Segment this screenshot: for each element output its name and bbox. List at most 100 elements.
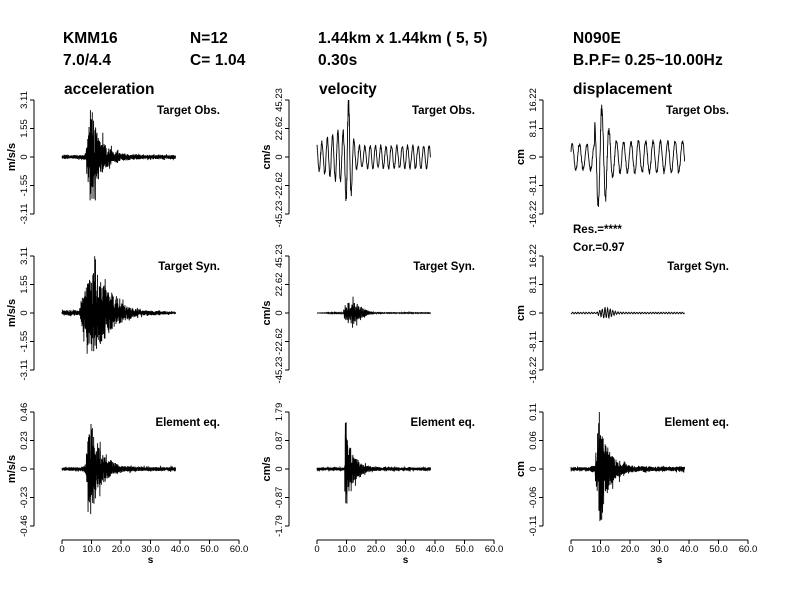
panel-r1-c2-y-tick-label: 45.23	[274, 88, 285, 112]
panel-r1-c1-y-tick-label: 0	[19, 154, 30, 159]
panel-r1-c3-y-label: cm	[515, 149, 527, 165]
panel-r3-c3-y-tick-label: 0	[528, 466, 539, 471]
panel-r3-c1-y-tick-label: -0.23	[19, 487, 30, 509]
panel-r3-c1-label: Element eq.	[155, 417, 220, 429]
panel-r2-c1-y-tick-label: 3.11	[19, 247, 30, 265]
panel-r2-c2-y-label: cm/s	[261, 300, 273, 325]
panel-r2-c2-y-tick-label: 45.23	[274, 244, 285, 268]
panel-r1-c1-label: Target Obs.	[157, 105, 220, 117]
panel-r1-c2-y-label: cm/s	[261, 144, 273, 169]
panel-r3-c2-x-tick-label: 0	[314, 544, 319, 555]
panel-r3-c2-y-label: cm/s	[261, 456, 273, 481]
panel-r1-c3-waveform	[570, 104, 686, 207]
panel-r3-c1-x-tick-label: 40.0	[171, 544, 190, 555]
panel-r3-c2-label: Element eq.	[410, 417, 475, 429]
panel-r3-c3-y-tick-label: -0.06	[528, 487, 539, 509]
panel-r1-c3-y-tick-label: 8.11	[528, 120, 539, 138]
panel-r2-c1-label: Target Syn.	[158, 261, 220, 273]
panel-r3-c3-x-label: s	[657, 555, 663, 566]
panel-r3-c3-label: Element eq.	[664, 417, 729, 429]
panel-r2-c2-waveform	[317, 296, 431, 328]
panel-r1-c2-y-tick-label: -45.23	[274, 201, 285, 228]
panel-r2-c1-y-tick-label: -3.11	[19, 360, 30, 381]
panel-r3-c1-x-tick-label: 10.0	[82, 544, 101, 555]
panel-r1-c1-y-tick-label: 3.11	[19, 91, 30, 109]
panel-r3-c1-x-tick-label: 50.0	[200, 544, 219, 555]
panel-r3-c2-x-tick-label: 50.0	[455, 544, 474, 555]
panel-r2-c2-label: Target Syn.	[413, 261, 475, 273]
panel-r3-c2-x-tick-label: 40.0	[426, 544, 445, 555]
panel-r3-c1-y-tick-label: 0.23	[19, 431, 30, 450]
panel-r3-c2-y-tick-label: 0	[274, 466, 285, 471]
panel-r3-c3-x-tick-label: 60.0	[739, 544, 758, 555]
header-c: C= 1.04	[190, 52, 246, 69]
panel-r1-c3-y-tick-label: 16.22	[528, 88, 539, 112]
panel-r1-c1-y-tick-label: -1.55	[19, 175, 30, 197]
panel-r2-c1-y-tick-label: -1.55	[19, 331, 30, 353]
panel-r3-c1-x-tick-label: 60.0	[230, 544, 249, 555]
panel-r2-c3-y-label: cm	[515, 305, 527, 321]
panel-r1-c3-label: Target Obs.	[666, 105, 729, 117]
panel-r2-c2-y-tick-label: -45.23	[274, 357, 285, 384]
panel-r3-c3-x-tick-label: 0	[568, 544, 573, 555]
panel-r3-c1-x-tick-label: 30.0	[141, 544, 160, 555]
header-magnitudes: 7.0/4.4	[63, 52, 112, 69]
panel-r1-c2-title: velocity	[319, 81, 377, 98]
panel-r2-c1-y-tick-label: 0	[19, 310, 30, 315]
panel-r3-c1-y-tick-label: -0.46	[19, 515, 30, 537]
panel-r3-c2-y-tick-label: 1.79	[274, 403, 285, 422]
panel-r1-c1-y-label: m/s/s	[6, 143, 18, 171]
panel-r2-c3-y-tick-label: -16.22	[528, 357, 539, 384]
panel-r3-c2-y-tick-label: -0.87	[274, 487, 285, 509]
panel-r3-c2-x-tick-label: 10.0	[337, 544, 356, 555]
panel-r1-c2-y-tick-label: 0	[274, 154, 285, 159]
panel-r2-c1-y-tick-label: 1.55	[19, 275, 30, 294]
panel-r1-c1-y-tick-label: 1.55	[19, 119, 30, 138]
panel-r3-c3-y-label: cm	[515, 461, 527, 477]
panel-r2-c3-y-tick-label: 0	[528, 310, 539, 315]
header-rise: 0.30s	[318, 52, 358, 69]
panel-r3-c3-x-tick-label: 10.0	[591, 544, 610, 555]
panel-r3-c2-x-tick-label: 60.0	[485, 544, 504, 555]
panel-r2-c2-y-tick-label: 22.62	[274, 273, 285, 297]
panel-r3-c3-x-tick-label: 20.0	[621, 544, 640, 555]
panel-r2-c2-y-tick-label: 0	[274, 310, 285, 315]
panel-r3-c1-x-tick-label: 20.0	[112, 544, 131, 555]
panel-r3-c2-waveform	[316, 422, 432, 504]
stats-cor: Cor.=0.97	[573, 242, 624, 254]
panel-r3-c1-x-tick-label: 0	[59, 544, 64, 555]
header-bpf: B.P.F= 0.25~10.00Hz	[573, 52, 723, 69]
header-n: N=12	[190, 30, 228, 47]
panel-r2-c2-y-tick-label: -22.62	[274, 328, 285, 355]
stats-res: Res.=****	[573, 224, 622, 236]
panel-r3-c1-waveform	[61, 423, 177, 515]
panel-r1-c2-waveform	[316, 99, 432, 201]
panel-r3-c3-x-tick-label: 40.0	[680, 544, 699, 555]
panel-r3-c3-y-tick-label: -0.11	[528, 516, 539, 537]
panel-r2-c1-waveform	[61, 256, 177, 354]
panel-r1-c2-label: Target Obs.	[412, 105, 475, 117]
panel-r3-c3-y-tick-label: 0.11	[528, 403, 539, 421]
panel-r1-c1-waveform	[61, 110, 176, 201]
panel-r3-c1-y-label: m/s/s	[6, 455, 18, 483]
panel-r3-c3-y-tick-label: 0.06	[528, 431, 539, 450]
panel-r3-c3-x-tick-label: 50.0	[709, 544, 728, 555]
panel-r2-c1-y-label: m/s/s	[6, 299, 18, 327]
panel-r2-c3-y-tick-label: 8.11	[528, 276, 539, 294]
panel-r3-c1-x-label: s	[148, 555, 154, 566]
panel-r1-c3-title: displacement	[573, 81, 672, 98]
panel-r3-c2-x-tick-label: 20.0	[367, 544, 386, 555]
panel-r2-c3-label: Target Syn.	[667, 261, 729, 273]
header-station: KMM16	[63, 30, 118, 47]
panel-r1-c2-y-tick-label: 22.62	[274, 117, 285, 141]
panel-r3-c2-x-label: s	[403, 555, 409, 566]
panel-r3-c2-x-tick-label: 30.0	[396, 544, 415, 555]
panel-r1-c2-y-tick-label: -22.62	[274, 172, 285, 199]
header-component: N090E	[573, 30, 621, 47]
panel-r1-c3-y-tick-label: -8.11	[528, 175, 539, 196]
panel-r2-c3-y-tick-label: 16.22	[528, 244, 539, 268]
panel-r1-c3-y-tick-label: -16.22	[528, 201, 539, 228]
header-grid: 1.44km x 1.44km ( 5, 5)	[318, 30, 488, 47]
panel-r1-c1-title: acceleration	[64, 81, 154, 98]
